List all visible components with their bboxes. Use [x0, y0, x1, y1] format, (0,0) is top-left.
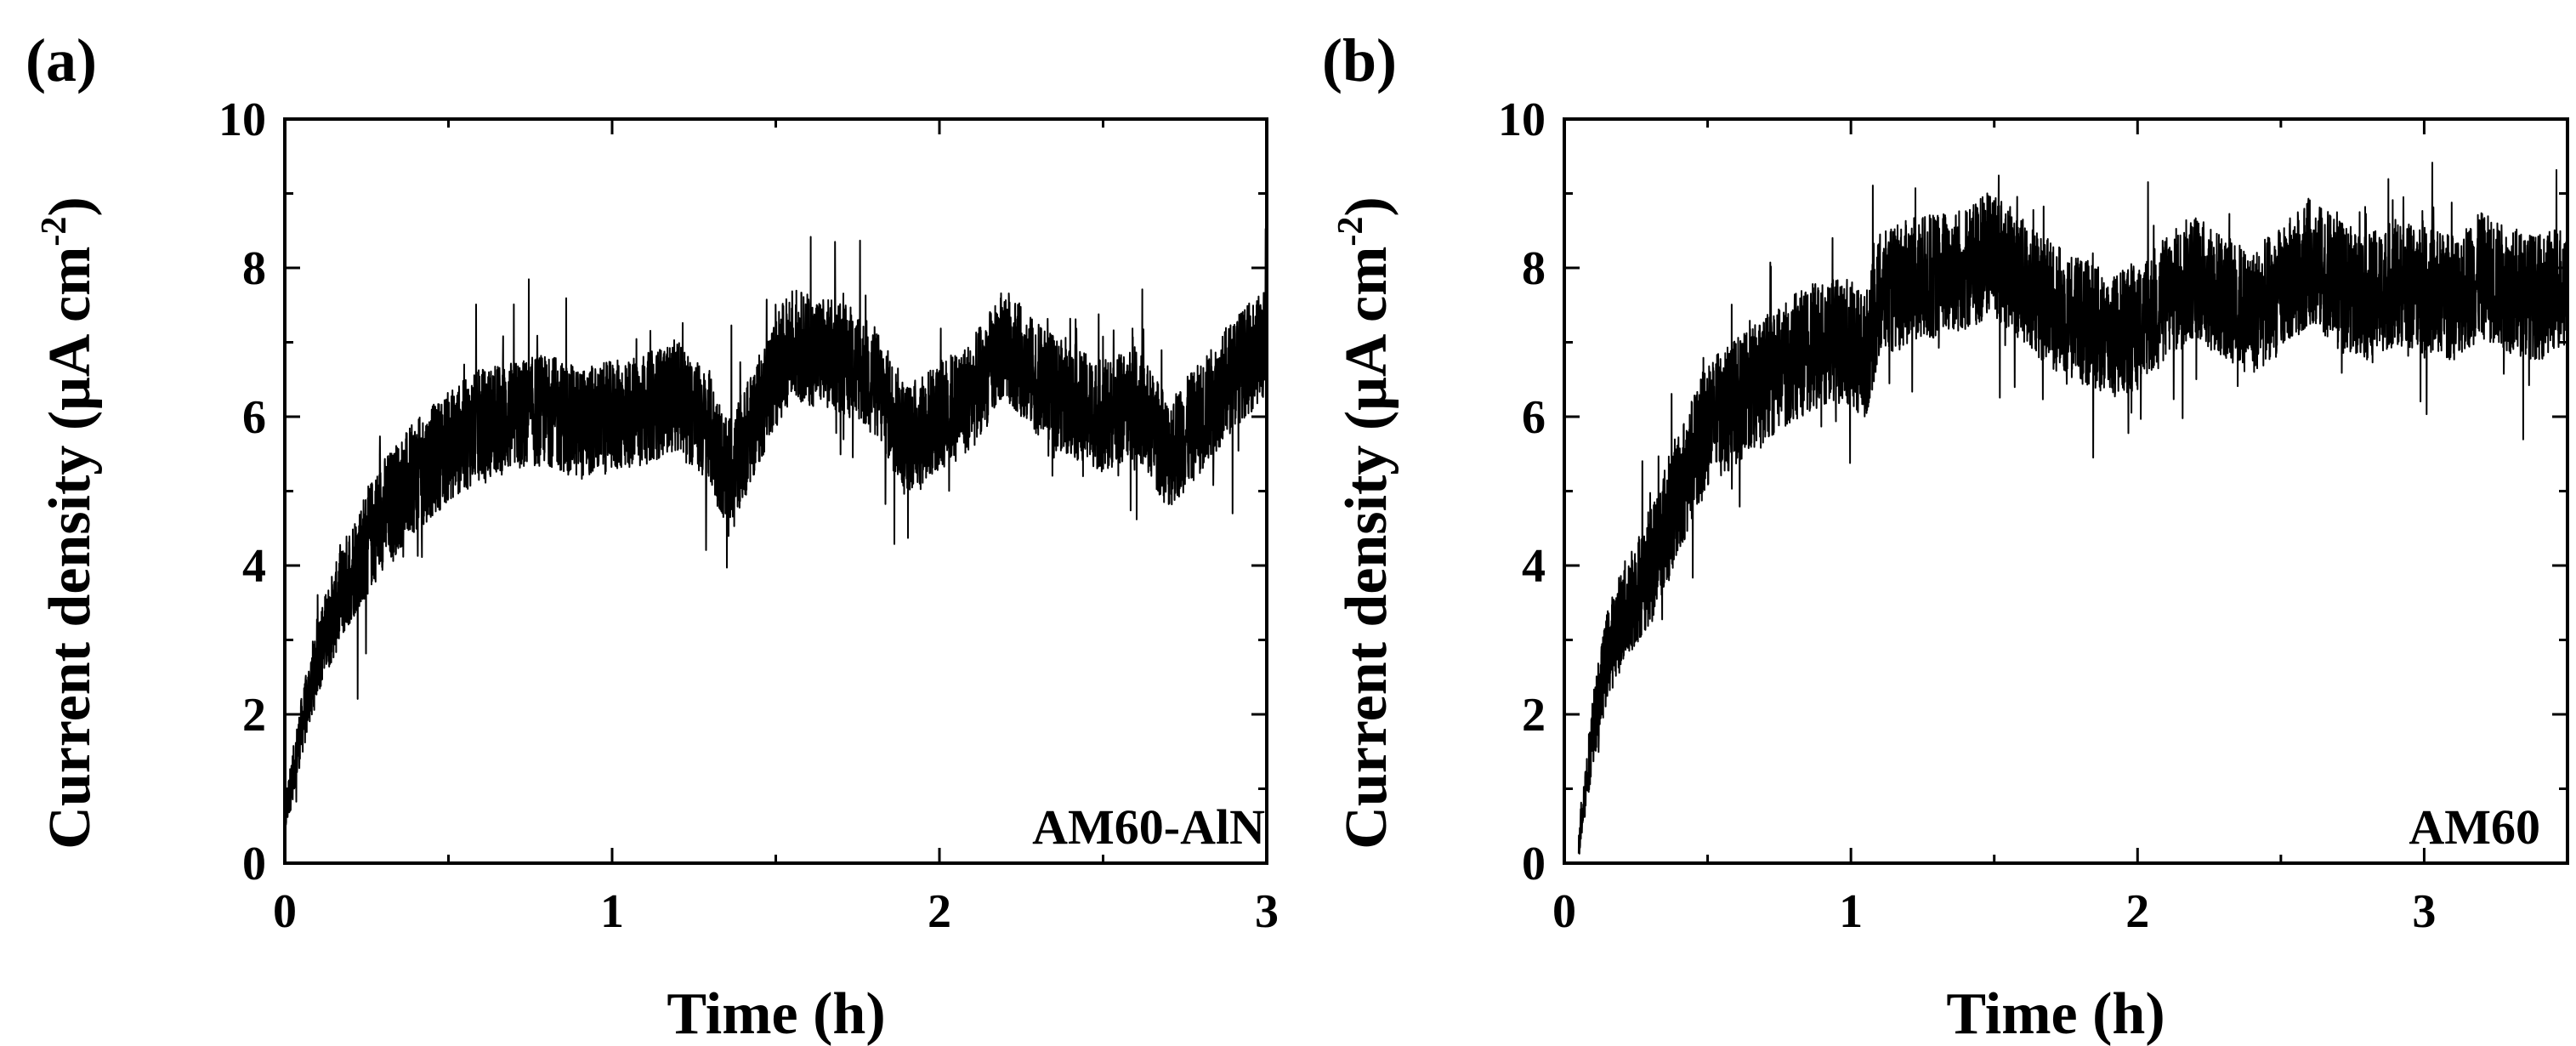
- panel-b-frame: [1563, 117, 2569, 865]
- panel-b-y-tick-label: 10: [1498, 94, 1546, 146]
- panel-b-y-tick-label: 0: [1522, 838, 1546, 890]
- panel-a-plot-area: 0 2 4 6 8 10 0 1 2 3: [218, 94, 1279, 938]
- panel-b-plot-area: 0 2 4 6 8 10 0 1 2 3: [1498, 94, 2569, 938]
- panel-a-x-axis-title: Time (h): [667, 981, 885, 1046]
- panel-b-y-tick-label: 4: [1522, 540, 1546, 593]
- panel-b-x-tick-label: 2: [2125, 885, 2149, 938]
- panel-a-x-tick-label: 2: [928, 885, 951, 938]
- panel-b-x-tick-label: 0: [1552, 885, 1576, 938]
- panel-a-y-tick-label: 10: [218, 94, 266, 146]
- panel-b-y-tick-label: 6: [1522, 391, 1546, 444]
- panel-a: (a) Current density (μA cm-2) Time (h) A…: [26, 26, 1279, 1046]
- panel-b-series-am60: [1577, 162, 2567, 855]
- panel-b-y-tick-label: 2: [1522, 689, 1546, 742]
- panel-a-y-tick-label: 8: [242, 242, 266, 295]
- panel-a-label: (a): [26, 26, 97, 94]
- panel-b-x-tick-label: 1: [1839, 885, 1863, 938]
- panel-a-x-tick-label: 0: [273, 885, 297, 938]
- panel-a-y-tick-label: 0: [242, 838, 266, 890]
- panel-b-label: (b): [1322, 26, 1397, 94]
- panel-b-x-axis-title: Time (h): [1946, 981, 2165, 1046]
- panel-a-x-tick-label: 3: [1255, 885, 1279, 938]
- panel-a-series-am60-aln: [285, 228, 1267, 827]
- panel-a-y-axis-title: Current density (μA cm-2): [35, 196, 103, 849]
- panel-a-y-tick-label: 6: [242, 391, 266, 444]
- panel-b-x-tick-label: 3: [2412, 885, 2436, 938]
- panel-a-y-tick-label: 4: [242, 540, 266, 593]
- panel-b-y-axis-title: Current density (μA cm-2): [1331, 196, 1399, 849]
- panel-a-annotation: AM60-AlN: [1032, 799, 1265, 855]
- panel-b-annotation: AM60: [2409, 799, 2540, 855]
- panel-a-x-tick-label: 1: [600, 885, 624, 938]
- panel-a-y-tick-label: 2: [242, 689, 266, 742]
- panel-b: (b) Current density (μA cm-2) Time (h) A…: [1322, 26, 2569, 1046]
- panel-b-y-tick-label: 8: [1522, 242, 1546, 295]
